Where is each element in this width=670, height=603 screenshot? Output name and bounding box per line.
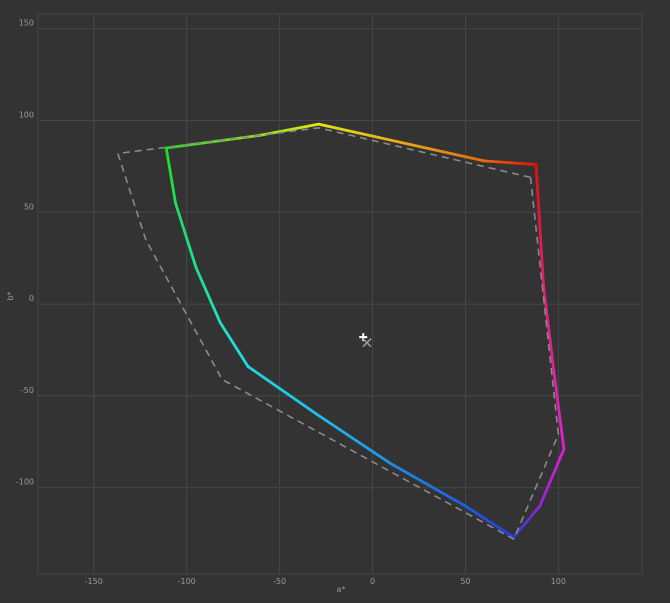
y-tick-label: 100 xyxy=(19,110,34,119)
y-tick-label: 0 xyxy=(29,294,34,303)
measured-gamut-segment xyxy=(164,146,177,205)
reference-point-cross-marker xyxy=(362,338,372,348)
measured-gamut-segment xyxy=(408,142,486,163)
x-axis-label: a* xyxy=(337,585,346,594)
measured-gamut-segment xyxy=(542,284,557,379)
measured-gamut-segment xyxy=(553,376,566,451)
measured-gamut-segment xyxy=(534,163,545,288)
x-tick-label: -100 xyxy=(178,577,196,586)
y-tick-label: 150 xyxy=(19,19,34,28)
x-tick-label: 50 xyxy=(460,577,470,586)
measured-gamut-segment xyxy=(512,504,542,539)
markers xyxy=(359,333,372,348)
y-tick-label: -50 xyxy=(21,386,34,395)
measured-gamut-segment xyxy=(246,365,319,416)
grid xyxy=(37,13,643,575)
measured-gamut-segment xyxy=(174,201,198,269)
x-tick-label: -50 xyxy=(273,577,286,586)
measured-gamut-segment xyxy=(194,265,222,324)
measured-gamut-segment xyxy=(315,412,393,466)
y-tick-label: -100 xyxy=(16,478,34,487)
measured-gamut-line xyxy=(164,122,566,539)
y-axis-label: b* xyxy=(6,291,15,300)
measured-gamut-segment xyxy=(389,462,467,508)
reference-gamut-dashed-line xyxy=(117,127,560,540)
measured-gamut-segment xyxy=(482,159,538,166)
measured-gamut-segment xyxy=(538,447,566,508)
measured-gamut-segment xyxy=(317,122,412,146)
x-tick-label: 0 xyxy=(370,577,375,586)
plot-frame xyxy=(37,13,643,575)
x-tick-label: -150 xyxy=(85,577,103,586)
measured-gamut-segment xyxy=(218,321,250,368)
y-tick-label: 50 xyxy=(24,202,34,211)
measured-gamut-segment xyxy=(464,504,516,539)
series xyxy=(117,122,566,540)
x-tick-label: 100 xyxy=(551,577,566,586)
tick-labels: -150 -100 -50 0 50 100 150 100 50 0 -50 -100 xyxy=(16,19,566,586)
